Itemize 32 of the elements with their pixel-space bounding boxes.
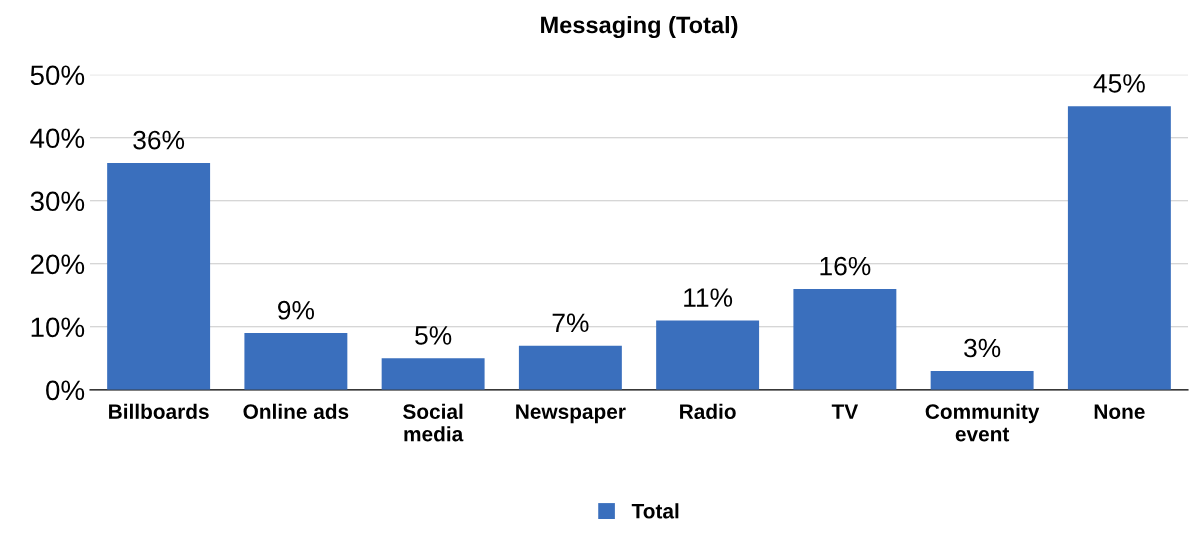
bar [107,162,211,390]
y-tick-label: 30% [30,191,85,212]
bar [518,345,622,390]
data-label: 45% [1093,74,1145,93]
data-label: 3% [964,338,1001,358]
data-label: 16% [820,256,871,276]
x-tick-label: Social media [403,403,464,442]
y-tick-label: 50% [30,65,85,86]
y-tick-label: 20% [30,254,85,275]
data-label: 9% [278,300,315,320]
x-tick-label: Newspaper [516,404,626,424]
bar [381,358,485,390]
x-tick-label: Billboards [109,403,209,420]
x-tick-label: TV [831,404,859,419]
x-tick-label: Online ads [243,403,349,420]
chart-title: Messaging (Total) [541,15,738,39]
data-label: 7% [552,313,589,333]
data-label: 5% [415,326,452,345]
y-tick-label: 0% [46,380,85,401]
data-label: 36% [133,130,185,150]
bar [1067,106,1171,390]
data-label: 11% [684,288,733,307]
legend-label: Total [631,503,679,519]
y-tick-label: 40% [30,128,85,149]
x-tick-label: None [1094,404,1145,420]
x-tick-label: Community event [925,403,1040,442]
bar [244,333,348,390]
bar [656,320,760,390]
bar [930,370,1034,390]
bar [793,289,897,390]
y-tick-label: 10% [31,317,85,338]
x-tick-label: Radio [680,403,736,420]
